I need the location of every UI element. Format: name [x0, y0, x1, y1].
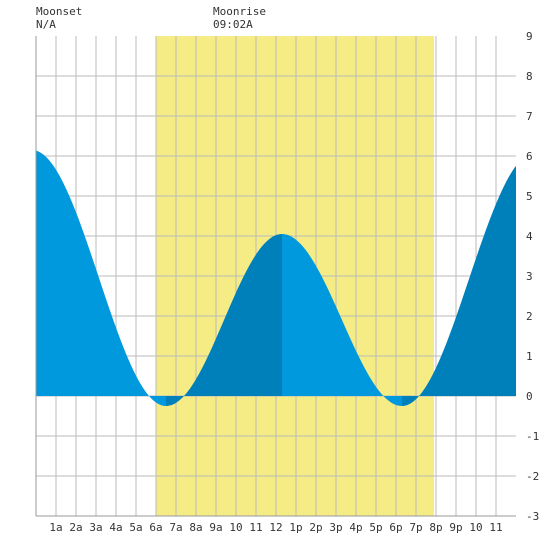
y-tick-label: 1: [526, 350, 533, 363]
moonrise-label: Moonrise: [213, 5, 266, 18]
x-tick-label: 11: [249, 521, 262, 534]
tide-area-rising: [402, 165, 516, 406]
y-tick-label: 9: [526, 30, 533, 43]
x-tick-label: 10: [229, 521, 242, 534]
moonrise-value: 09:02A: [213, 18, 253, 31]
y-tick-label: 2: [526, 310, 533, 323]
y-tick-label: 7: [526, 110, 533, 123]
x-tick-label: 1a: [49, 521, 62, 534]
y-tick-label: 3: [526, 270, 533, 283]
tide-area-layer: [36, 150, 516, 406]
y-tick-label: 6: [526, 150, 533, 163]
tide-area-falling: [282, 234, 402, 406]
x-tick-label: 2a: [69, 521, 82, 534]
x-tick-label: 5p: [369, 521, 382, 534]
x-tick-label: 10: [469, 521, 482, 534]
x-tick-label: 7p: [409, 521, 422, 534]
x-tick-label: 8a: [189, 521, 202, 534]
x-tick-label: 8p: [429, 521, 442, 534]
y-tick-label: -1: [526, 430, 539, 443]
x-tick-label: 7a: [169, 521, 182, 534]
x-tick-label: 6a: [149, 521, 162, 534]
x-tick-label: 9a: [209, 521, 222, 534]
x-tick-labels: 1a 2a 3a 4a 5a 6a 7a 8a 9a 10 11 12 1p 2p 3p 4p 5p 6p 7p 8p…: [49, 521, 502, 534]
x-tick-label: 4p: [349, 521, 362, 534]
x-tick-label: 3p: [329, 521, 342, 534]
moonset-label: Moonset: [36, 5, 82, 18]
x-tick-label: 3a: [89, 521, 102, 534]
x-tick-label: 9p: [449, 521, 462, 534]
moonset-value: N/A: [36, 18, 56, 31]
y-tick-label: 4: [526, 230, 533, 243]
x-tick-label: 6p: [389, 521, 402, 534]
tide-area-falling: [36, 150, 166, 406]
x-tick-label: 11: [489, 521, 502, 534]
y-tick-label: -3: [526, 510, 539, 523]
x-tick-label: 2p: [309, 521, 322, 534]
y-tick-label: 0: [526, 390, 533, 403]
x-tick-label: 5a: [129, 521, 142, 534]
x-tick-label: 12: [269, 521, 282, 534]
x-tick-label: 1p: [289, 521, 302, 534]
x-tick-label: 4a: [109, 521, 122, 534]
y-tick-label: 5: [526, 190, 533, 203]
y-tick-label: 8: [526, 70, 533, 83]
y-tick-label: -2: [526, 470, 539, 483]
y-tick-labels: -3 -2 -1 0 1 2 3 4 5 6 7 8 9: [526, 30, 539, 523]
tide-area-rising: [166, 234, 282, 406]
